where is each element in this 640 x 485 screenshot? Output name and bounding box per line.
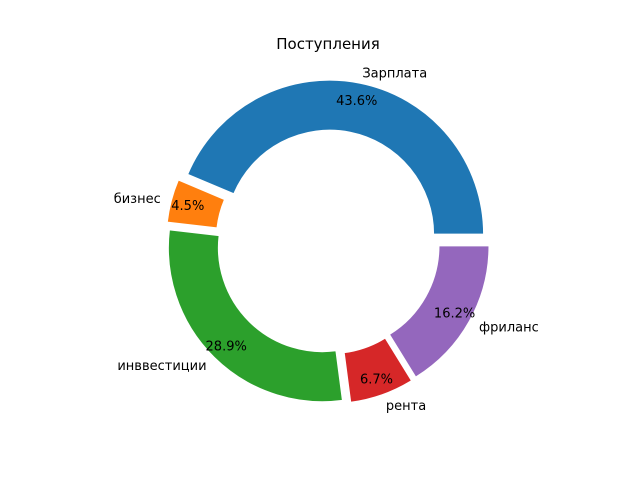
slice-label-1: Зарплата — [362, 66, 427, 81]
slice-percent-2: 4.5% — [171, 199, 204, 214]
slices-group — [166, 79, 490, 403]
slice-label-3: инввестиции — [117, 359, 206, 374]
slice-percent-4: 6.7% — [360, 373, 393, 388]
chart-title: Поступления — [276, 35, 380, 53]
slice-label-2: бизнес — [114, 192, 161, 207]
slice-5 — [388, 245, 490, 378]
slice-4 — [343, 337, 413, 403]
slice-2 — [166, 179, 226, 229]
slice-3 — [167, 229, 343, 403]
slice-label-5: фриланс — [479, 320, 539, 335]
slice-1 — [187, 79, 485, 235]
slice-label-4: рента — [386, 399, 426, 414]
slice-percent-3: 28.9% — [206, 339, 247, 354]
slice-percent-1: 43.6% — [336, 94, 377, 109]
slice-percent-5: 16.2% — [434, 307, 475, 322]
